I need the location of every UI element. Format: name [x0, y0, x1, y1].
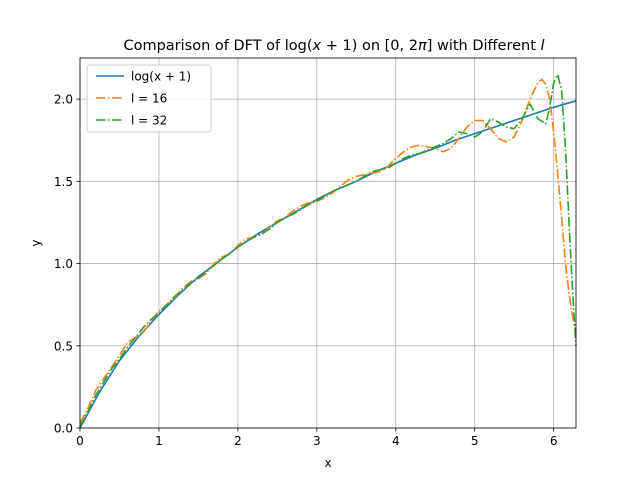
series-line-2: [79, 78, 577, 424]
y-tick-label: 2.0: [54, 93, 73, 107]
plot-frame: [79, 57, 577, 429]
x-tick-label: 2: [234, 434, 242, 448]
x-axis-label: x: [324, 456, 331, 470]
legend-label-1: log(x + 1): [131, 69, 191, 83]
x-tick-label: 4: [392, 434, 400, 448]
series-line-3: [79, 73, 577, 427]
x-tick-label: 3: [313, 434, 321, 448]
x-tick-label: 6: [550, 434, 558, 448]
x-tick-label: 5: [471, 434, 479, 448]
y-tick-label: 0.0: [54, 422, 73, 436]
x-tick-label: 0: [76, 434, 84, 448]
legend-box: [86, 64, 212, 133]
axis-ticks: 0 1 2 3 4 5 6 0.0 0.5 1.0 1.5 2.0: [54, 93, 558, 448]
legend-label-2: l = 16: [131, 91, 167, 105]
x-tick-label: 1: [155, 434, 163, 448]
y-tick-label: 0.5: [54, 339, 73, 353]
legend-label-3: l = 32: [131, 113, 167, 127]
y-tick-label: 1.5: [54, 175, 73, 189]
series-lines: [79, 73, 577, 429]
y-tick-label: 1.0: [54, 257, 73, 271]
chart-title: Comparison of DFT of log(x + 1) on [0, 2…: [123, 38, 544, 54]
y-axis-label: y: [29, 239, 43, 246]
legend: log(x + 1) l = 16 l = 32: [86, 64, 212, 133]
